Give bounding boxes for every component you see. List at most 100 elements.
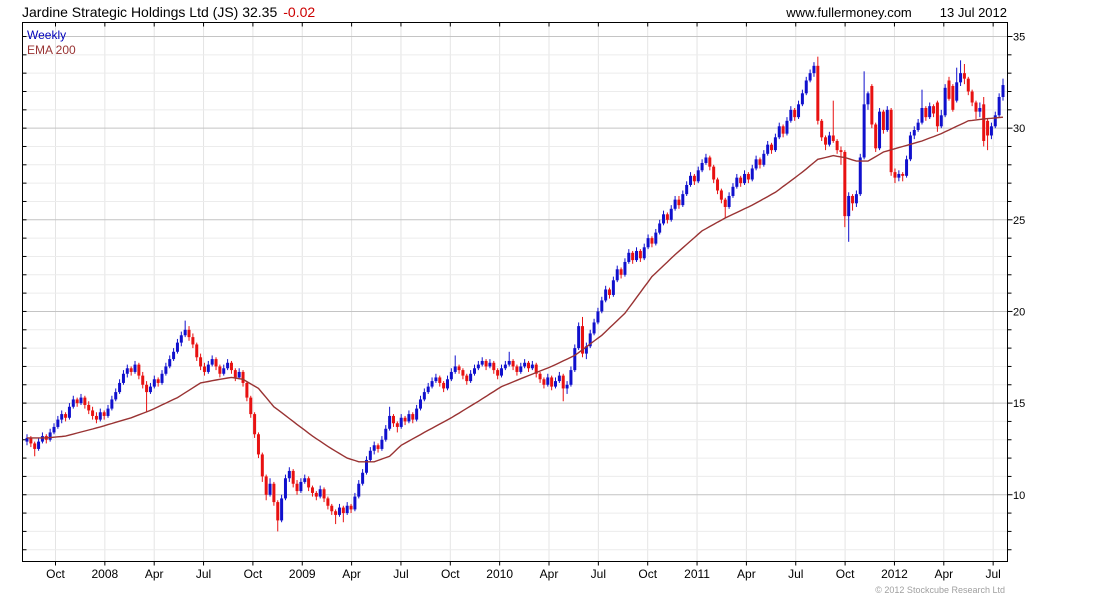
candle-up xyxy=(434,377,438,382)
candle-down xyxy=(511,360,515,367)
candle-up xyxy=(866,93,870,105)
candle-down xyxy=(29,437,33,444)
candle-down xyxy=(824,137,828,145)
candle-down xyxy=(831,135,835,141)
x-axis-label: 2011 xyxy=(684,567,710,581)
candle-up xyxy=(978,107,982,112)
candle-up xyxy=(658,223,662,233)
x-axis-label: 2010 xyxy=(486,567,513,581)
candle-up xyxy=(646,238,650,248)
candle-down xyxy=(83,397,87,405)
ema-label: EMA 200 xyxy=(27,43,76,57)
candle-down xyxy=(758,159,762,165)
candle-up xyxy=(600,300,604,312)
candle-up xyxy=(878,111,882,149)
candle-down xyxy=(341,507,345,514)
candle-up xyxy=(897,173,901,178)
candle-up xyxy=(407,414,411,422)
candle-up xyxy=(685,184,689,195)
candle-down xyxy=(307,478,311,488)
candle-down xyxy=(334,511,338,515)
candle-down xyxy=(202,366,206,372)
candle-down xyxy=(966,78,970,92)
candle-up xyxy=(357,483,361,497)
candle-down xyxy=(534,364,538,374)
candle-up xyxy=(206,364,210,372)
candle-down xyxy=(322,489,326,499)
candle-up xyxy=(280,498,284,521)
candle-up xyxy=(1001,85,1005,97)
candle-up xyxy=(569,370,573,385)
candle-down xyxy=(276,502,280,521)
candle-up xyxy=(557,375,561,382)
candle-up xyxy=(642,247,646,259)
y-axis-label: 25 xyxy=(1013,215,1025,227)
candle-down xyxy=(326,498,330,506)
candle-down xyxy=(608,289,612,295)
candle-up xyxy=(445,379,449,389)
candle-up xyxy=(106,408,110,416)
x-axis-label: Jul xyxy=(788,567,803,581)
candle-up xyxy=(827,135,831,145)
candle-up xyxy=(928,106,932,118)
candle-up xyxy=(592,322,596,334)
candle-down xyxy=(484,360,488,367)
candle-up xyxy=(627,252,631,262)
candle-up xyxy=(114,392,118,400)
candle-up xyxy=(56,419,60,427)
candle-down xyxy=(962,73,966,79)
ema-line xyxy=(27,116,1004,463)
candle-up xyxy=(164,366,168,374)
candle-up xyxy=(430,381,434,387)
candle-down xyxy=(94,415,98,420)
candle-down xyxy=(395,423,399,427)
candle-up xyxy=(499,368,503,376)
candle-up xyxy=(943,87,947,116)
candle-up xyxy=(797,104,801,118)
candle-up xyxy=(766,144,770,154)
candle-up xyxy=(862,104,866,158)
candle-up xyxy=(920,107,924,123)
x-axis-label: Jul xyxy=(393,567,408,581)
candle-up xyxy=(337,507,341,515)
candle-down xyxy=(974,102,978,112)
candle-up xyxy=(939,115,943,127)
price-change: -0.02 xyxy=(283,4,316,20)
candle-up xyxy=(615,269,619,281)
candle-down xyxy=(538,373,542,380)
candle-down xyxy=(253,414,257,435)
candle-down xyxy=(874,124,878,149)
candle-down xyxy=(129,368,133,372)
candle-up xyxy=(754,159,758,169)
candle-up xyxy=(588,333,592,347)
candle-down xyxy=(527,362,531,369)
candle-up xyxy=(635,250,639,261)
candle-up xyxy=(727,195,731,207)
candle-up xyxy=(283,478,287,499)
candle-down xyxy=(91,410,95,416)
candle-up xyxy=(704,157,708,163)
x-axis-label: Apr xyxy=(737,567,756,581)
candle-up xyxy=(237,371,241,378)
candle-up xyxy=(179,335,183,343)
y-axis-label: 10 xyxy=(1013,490,1025,502)
candle-down xyxy=(199,357,203,367)
candle-up xyxy=(472,368,476,374)
candle-up xyxy=(160,373,164,383)
candle-down xyxy=(581,326,585,354)
candle-down xyxy=(619,269,623,275)
candle-down xyxy=(820,120,824,138)
candle-up xyxy=(183,329,187,336)
candle-down xyxy=(935,102,939,127)
y-axis-label: 30 xyxy=(1013,123,1025,135)
candle-up xyxy=(476,364,480,369)
candle-up xyxy=(997,96,1001,116)
candle-down xyxy=(391,415,395,424)
candle-up xyxy=(519,366,523,372)
candle-down xyxy=(638,250,642,259)
candle-up xyxy=(773,137,777,151)
candle-down xyxy=(330,505,334,512)
candle-down xyxy=(411,414,415,420)
candle-up xyxy=(854,194,858,204)
